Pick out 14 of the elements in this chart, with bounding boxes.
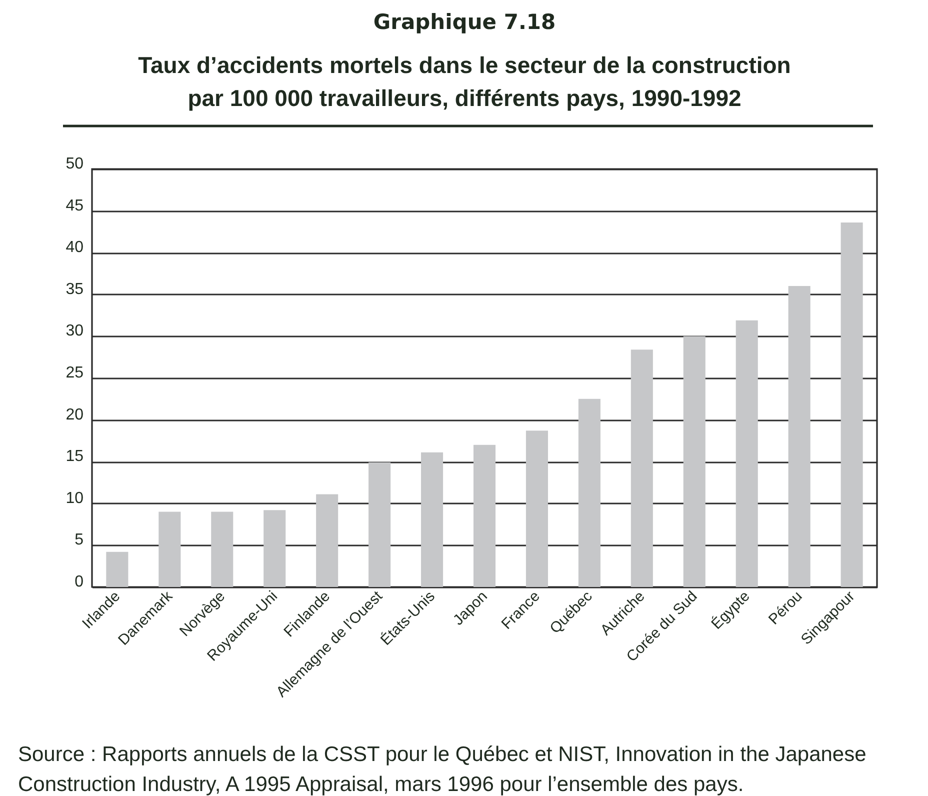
y-tick-label: 0 bbox=[74, 574, 84, 590]
y-tick-label: 15 bbox=[66, 448, 84, 466]
y-tick-label: 25 bbox=[66, 364, 84, 382]
y-tick-label: 50 bbox=[66, 156, 84, 172]
chart-title: Graphique 7.18 bbox=[373, 10, 556, 34]
y-tick-label: 45 bbox=[66, 197, 84, 214]
chart-subtitle: Taux d’accidents mortels dans le secteur de la construction par 100 000 travailleurs, différents pays, 1990-1992 bbox=[138, 52, 791, 111]
y-tick-label: 10 bbox=[66, 490, 84, 507]
y-tick-label: 35 bbox=[66, 280, 84, 298]
y-tick-label: 30 bbox=[66, 322, 84, 340]
y-tick-label: 40 bbox=[66, 239, 84, 256]
y-tick-label: 5 bbox=[74, 532, 84, 549]
source-note: Source : Rapports annuels de la CSST pour le Québec et NIST, Innovation in the Japanese Construction Industry, A 1995 Appraisal, mars 1996 pour l’ensemble des pays. bbox=[18, 743, 866, 796]
y-tick-label: 20 bbox=[66, 406, 84, 424]
